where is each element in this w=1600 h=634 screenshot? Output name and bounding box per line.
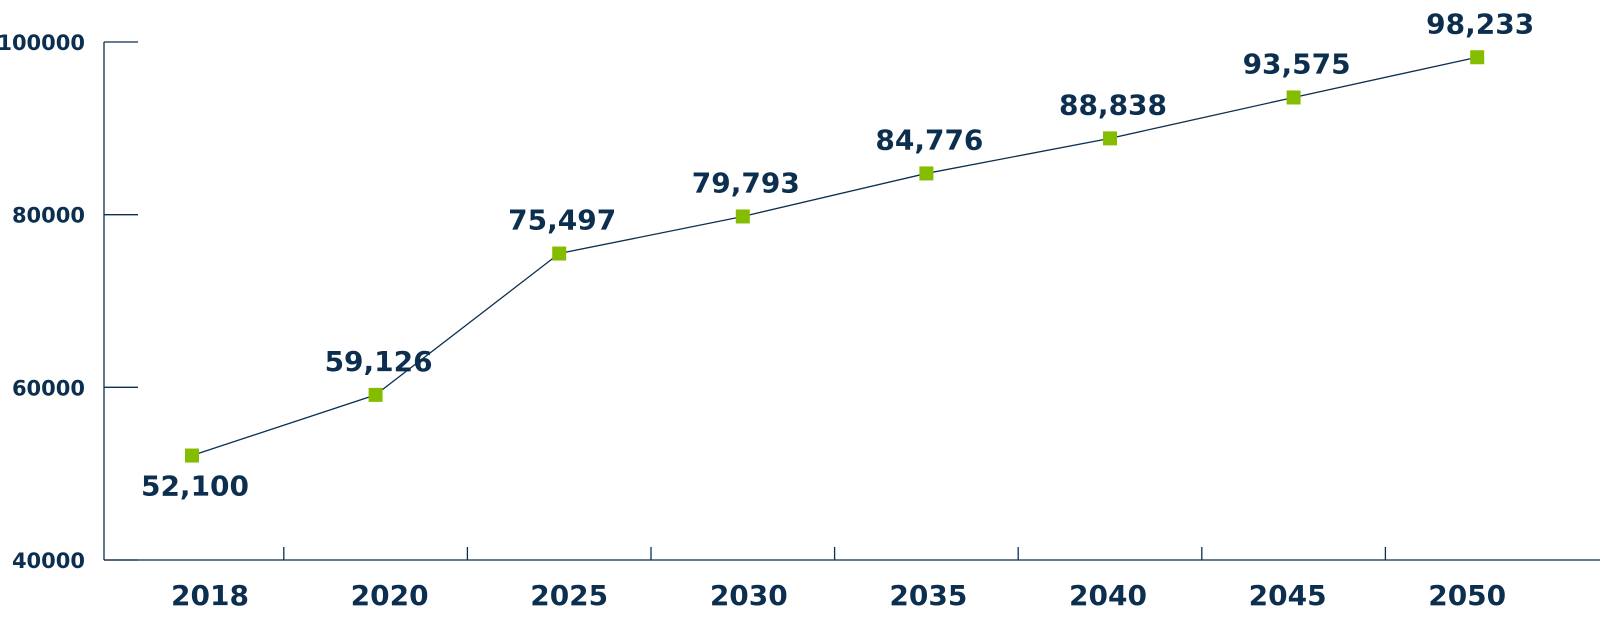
data-point-marker [552,246,567,261]
data-label: 93,575 [1243,47,1351,80]
data-point-marker [1103,131,1117,146]
data-label: 59,126 [325,345,433,378]
x-tick-label: 2035 [889,579,967,612]
axes [103,42,1600,561]
data-labels: 52,100 59,126 75,497 79,793 84,776 88,838 93,5… [141,7,1534,502]
data-point-marker [185,448,199,463]
x-tick-label: 2020 [351,579,429,612]
x-tick-label: 2030 [710,579,788,612]
data-label: 79,793 [692,166,800,199]
data-label: 52,100 [141,470,249,503]
x-tick-label: 2050 [1428,579,1506,612]
x-tick-label: 2040 [1069,579,1147,612]
series-group [185,50,1485,463]
y-tick-label: 40000 [12,549,85,573]
data-point-marker [735,209,750,224]
y-tick-label: 100000 [0,31,85,55]
y-axis-ticks: 40000 60000 80000 100000 [0,31,138,573]
x-tick-label: 2018 [171,579,249,612]
data-point-marker [1470,50,1485,65]
x-tick-label: 2025 [530,579,608,612]
data-label: 98,233 [1426,7,1534,40]
data-point-marker [368,387,383,402]
data-label: 75,497 [508,204,616,237]
series-line [191,56,1478,457]
x-tick-label: 2045 [1249,579,1327,612]
y-tick-label: 80000 [12,204,85,228]
data-point-marker [919,166,934,181]
data-label: 88,838 [1059,88,1167,121]
data-label: 84,776 [875,123,983,156]
x-axis-ticks: 2018 2020 2025 2030 2035 2040 2045 2050 [171,547,1506,612]
y-tick-label: 60000 [12,376,85,400]
data-point-marker [1286,90,1301,105]
